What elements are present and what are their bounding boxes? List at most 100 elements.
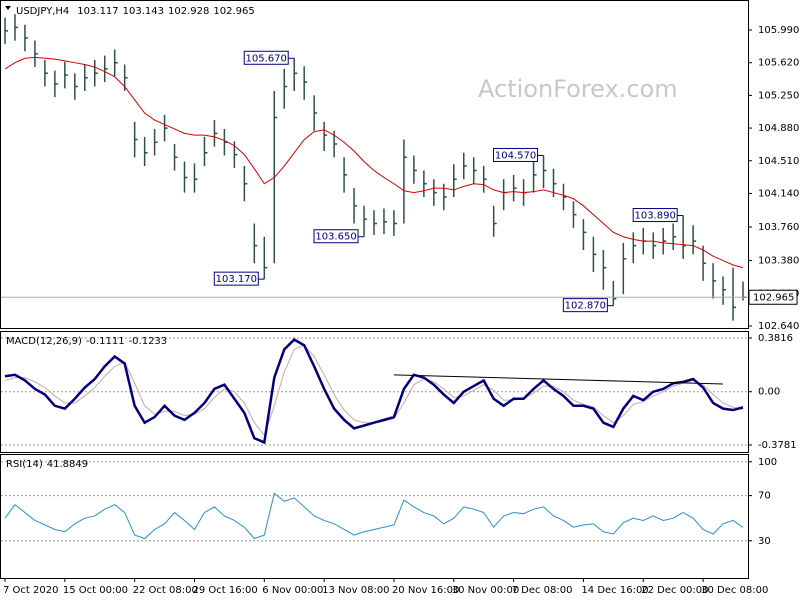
header: USDJPY,H4 103.117 103.143 102.928 102.965 [16,6,255,17]
annotation-box [243,50,289,65]
price-bar [64,61,68,89]
x-tick-label: 30 Nov 00:00 [452,585,519,596]
annotation-label: 105.670 [246,53,287,64]
price-bar [403,139,407,224]
price-bar [243,166,248,202]
series-line [4,492,744,540]
annotation-box [493,147,539,162]
watermark: ActionForex.com [478,75,678,103]
price-bar [672,223,677,250]
price-bar [263,236,268,280]
x-tick-label: 7 Oct 2020 [3,585,58,596]
rsi-panel [0,454,749,579]
y-tick-label: 103.760 [758,222,799,233]
annotation-box [213,271,259,286]
y-tick-label: -0.3781 [758,440,797,451]
panel-header: RSI(14) 41.8849 [6,459,88,470]
price-bar [692,225,697,255]
annotation-label: 102.870 [565,301,606,312]
price-bar [532,161,537,193]
x-tick-label: 15 Oct 00:00 [63,585,128,596]
price-bar [383,208,387,235]
x-tick-label: 7 Dec 08:00 [512,585,573,596]
moving-average [4,56,744,269]
price-bar [592,236,597,273]
price-bar [84,64,88,91]
y-tick-label: 102.640 [758,321,799,332]
price-bar [472,157,477,184]
price-bar [512,174,517,202]
price-bar [34,40,38,68]
price-bar [712,263,717,299]
panel-header: MACD(12,26,9) -0.1111 -0.1233 [6,336,167,347]
series-line [4,338,744,445]
header-value: -0.1111 [86,336,125,347]
y-tick-label: 103.380 [758,256,799,267]
price-bar [133,121,138,158]
price-bar [652,232,657,259]
y-tick-label: 105.990 [758,25,799,36]
price-bar [4,17,8,45]
price-bar [94,60,98,87]
header-high: 103.143 [123,6,164,17]
x-tick-label: 13 Nov 08:00 [322,585,389,596]
price-bar [423,170,427,197]
price-bar [363,205,368,237]
price-bar [393,210,397,236]
annotation-label: 103.890 [634,211,675,222]
price-bar [183,161,188,193]
price-bar [622,242,627,295]
y-tick-label: 0.00 [758,387,780,398]
price-bar [313,95,318,131]
price-bar [542,155,547,189]
price-bar [14,14,18,41]
price-bar [153,128,158,156]
price-bar [283,68,288,109]
price-bar [572,201,577,228]
price-bar [582,219,587,250]
price-bar [143,136,148,167]
price-bar [44,60,48,87]
annotation-label: 103.170 [216,274,257,285]
price-bar [612,280,617,306]
price-bar [293,58,298,91]
header-title: MACD(12,26,9) [6,336,82,347]
trendline [393,374,724,385]
x-tick-label: 14 Dec 16:00 [581,585,648,596]
x-tick-label: 22 Oct 08:00 [133,585,198,596]
annotation-label: 103.650 [315,232,356,243]
price-bar [213,120,218,147]
header-close: 102.965 [213,6,254,17]
price-bar [492,205,497,237]
header-value: -0.1233 [129,336,168,347]
x-tick-label: 20 Nov 16:00 [392,585,459,596]
x-tick-label: 6 Nov 00:00 [262,585,323,596]
price-bar [253,223,258,264]
x-tick-label: 22 Dec 00:00 [641,585,708,596]
price-bar [482,166,487,193]
y-tick-label: 70 [758,491,771,502]
last-price-box [748,289,798,305]
price-bar [632,232,637,264]
price-bar [74,73,78,100]
price-bar [323,121,328,152]
price-bar [353,188,358,224]
price-bar [24,24,28,52]
annotation-box [313,229,359,244]
x-tick-label: 30 Dec 08:00 [701,585,768,596]
annotation-box [562,298,608,313]
price-bar [732,267,737,321]
y-tick-label: 104.140 [758,188,799,199]
price-bar [103,55,108,83]
price-bar [562,183,567,211]
price-bar [722,276,727,305]
price-bar [413,155,417,184]
y-tick-label: 104.510 [758,156,799,167]
price-bar [173,143,178,171]
price-bar [602,249,607,290]
price-bar [193,163,198,193]
annotation-label: 104.570 [495,150,536,161]
annotation-box [632,208,678,223]
price-bar [682,215,687,259]
